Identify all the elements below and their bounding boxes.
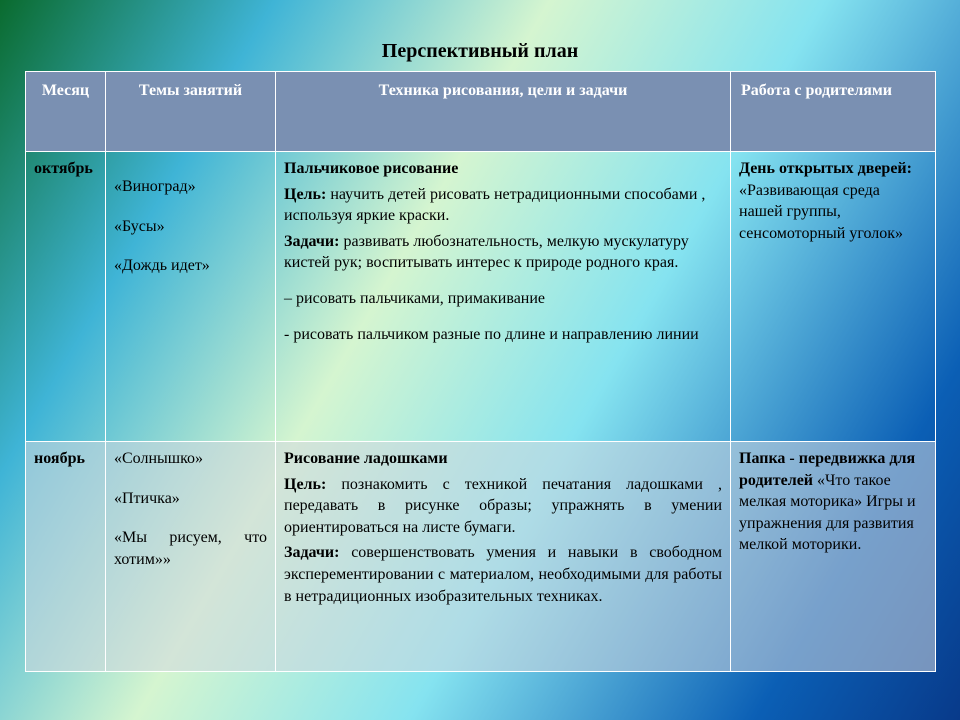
tasks-text: развивать любознательность, мелкую муску… (284, 233, 689, 272)
col-header-month: Месяц (26, 72, 106, 152)
table-row: ноябрь «Солнышко» «Птичка» «Мы рисуем, ч… (26, 442, 936, 672)
topics-list: «Солнышко» «Птичка» «Мы рисуем, что хоти… (114, 448, 267, 570)
cell-topics: «Солнышко» «Птичка» «Мы рисуем, что хоти… (106, 442, 276, 672)
goal-label: Цель: (284, 476, 326, 493)
goal-text: научить детей рисовать нетрадиционными с… (284, 186, 705, 225)
cell-month: октябрь (26, 152, 106, 442)
cell-technique: Пальчиковое рисование Цель: научить дете… (276, 152, 731, 442)
topic-item: «Виноград» (114, 176, 267, 198)
col-header-topics: Темы занятий (106, 72, 276, 152)
tasks-label: Задачи: (284, 233, 339, 250)
parents-lead: День открытых дверей: (739, 160, 912, 177)
technique-content: Рисование ладошками Цель: познакомить с … (284, 448, 722, 607)
topic-item: «Мы рисуем, что хотим»» (114, 527, 267, 570)
topic-item: «Солнышко» (114, 448, 267, 470)
slide-page: Перспективный план Месяц Темы занятий Те… (0, 0, 960, 720)
table-header-row: Месяц Темы занятий Техника рисования, це… (26, 72, 936, 152)
topics-list: «Виноград» «Бусы» «Дождь идет» (114, 176, 267, 277)
plan-table: Месяц Темы занятий Техника рисования, це… (25, 71, 936, 672)
topic-item: «Дождь идет» (114, 255, 267, 277)
cell-topics: «Виноград» «Бусы» «Дождь идет» (106, 152, 276, 442)
topic-item: «Птичка» (114, 488, 267, 510)
goal-text: познакомить с техникой печатания ладошка… (284, 476, 722, 536)
topic-item: «Бусы» (114, 216, 267, 238)
table-row: октябрь «Виноград» «Бусы» «Дождь идет» П… (26, 152, 936, 442)
technique-bullet: – рисовать пальчиками, примакивание (284, 288, 722, 310)
cell-technique: Рисование ладошками Цель: познакомить с … (276, 442, 731, 672)
parents-rest: «Развивающая среда нашей группы, сенсомо… (739, 180, 927, 245)
technique-bullet: - рисовать пальчиком разные по длине и н… (284, 324, 722, 346)
page-title: Перспективный план (25, 40, 935, 63)
parents-content: Папка - передвижка для родителей «Что та… (739, 448, 927, 556)
technique-content: Пальчиковое рисование Цель: научить дете… (284, 158, 722, 345)
tasks-text: совершенствовать умения и навыки в свобо… (284, 544, 722, 604)
col-header-technique: Техника рисования, цели и задачи (276, 72, 731, 152)
cell-month: ноябрь (26, 442, 106, 672)
parents-content: День открытых дверей: «Развивающая среда… (739, 158, 927, 244)
cell-parents: День открытых дверей: «Развивающая среда… (731, 152, 936, 442)
technique-heading: Пальчиковое рисование (284, 160, 458, 177)
cell-parents: Папка - передвижка для родителей «Что та… (731, 442, 936, 672)
technique-heading: Рисование ладошками (284, 450, 448, 467)
goal-label: Цель: (284, 186, 326, 203)
col-header-parents: Работа с родителями (731, 72, 936, 152)
tasks-label: Задачи: (284, 544, 339, 561)
